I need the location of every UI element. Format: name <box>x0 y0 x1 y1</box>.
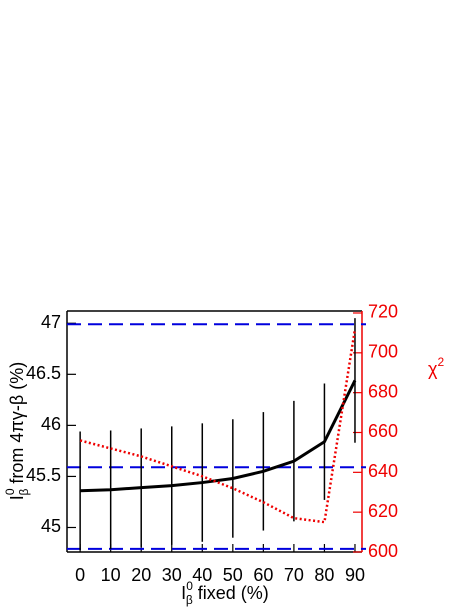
y2-axis-label-sup: 2 <box>437 355 444 369</box>
y-axis-label-sup: 0 <box>3 488 17 495</box>
y-axis-label-rest: from 4πγ-β (%) <box>7 362 27 489</box>
y2-tick-label: 640 <box>368 461 398 481</box>
y-axis-label-sub: β <box>17 488 31 495</box>
y-tick-label: 45 <box>41 516 61 536</box>
y-tick-label: 47 <box>41 312 61 332</box>
x-tick-label: 10 <box>101 565 121 585</box>
y2-tick-label: 600 <box>368 541 398 561</box>
series-line <box>80 379 357 493</box>
plot-area <box>79 318 357 550</box>
y2-tick-label: 680 <box>368 381 398 401</box>
y2-tick-label: 720 <box>368 302 398 322</box>
x-axis-label-sub: β <box>186 593 193 607</box>
x-tick-label: 70 <box>284 565 304 585</box>
x-axis-label-sup: 0 <box>186 579 193 593</box>
x-tick-label: 30 <box>162 565 182 585</box>
x-tick-label: 40 <box>192 565 212 585</box>
series-line <box>79 328 357 524</box>
x-tick-label: 0 <box>75 565 85 585</box>
y-tick-label: 45.5 <box>26 465 61 485</box>
x-axis-label-main: I <box>181 583 186 603</box>
y-tick-label: 46 <box>41 414 61 434</box>
y2-tick-label: 700 <box>368 342 398 362</box>
x-tick-label: 90 <box>345 565 365 585</box>
y2-axis-label: χ2 <box>428 355 444 379</box>
x-axis-label: I0 β fixed (%) <box>181 579 269 607</box>
y-axis-label-main: I <box>7 495 27 500</box>
x-tick-label: 60 <box>253 565 273 585</box>
y2-tick-label: 660 <box>368 421 398 441</box>
y2-axis-label-main: χ <box>428 359 438 379</box>
y2-tick-label: 620 <box>368 501 398 521</box>
x-tick-label: 20 <box>131 565 151 585</box>
x-tick-label: 80 <box>314 565 334 585</box>
x-tick-label: 50 <box>223 565 243 585</box>
x-axis-label-rest: fixed (%) <box>193 583 269 603</box>
y-tick-label: 46.5 <box>26 363 61 383</box>
y-axis-label: I0β from 4πγ-β (%) <box>3 362 31 500</box>
